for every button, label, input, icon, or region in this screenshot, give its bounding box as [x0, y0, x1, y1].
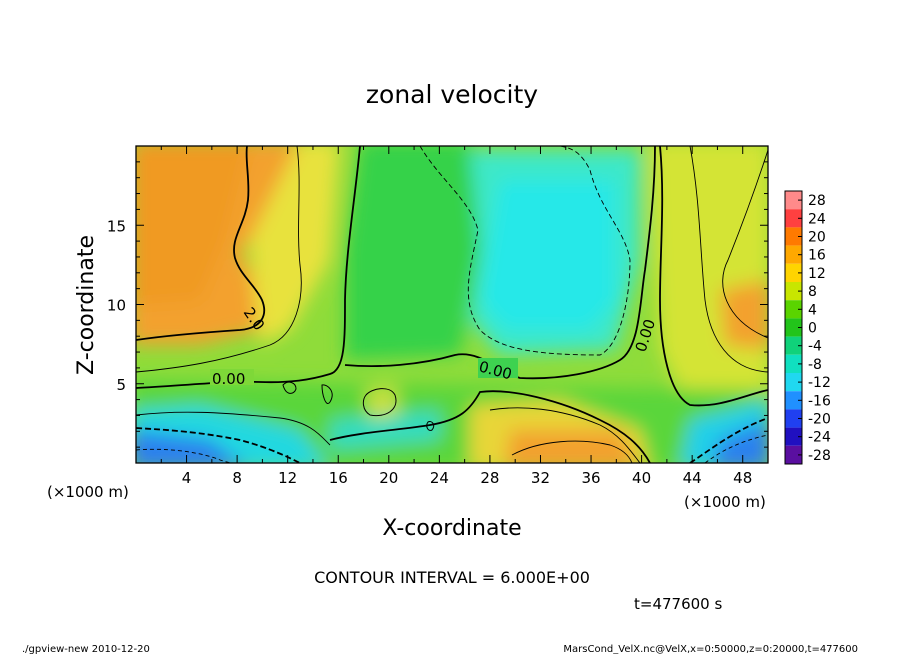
- colorbar-label-0: 28: [808, 193, 826, 209]
- contour-blob-small: [426, 421, 435, 431]
- contour-thin-left: [136, 146, 302, 373]
- contour-lines: [136, 146, 768, 463]
- colorbar-swatch-13: [785, 427, 802, 446]
- x-tick-label-10: 44: [683, 469, 702, 487]
- colorbar-label-13: -24: [808, 430, 831, 446]
- colorbar-label-8: -4: [808, 339, 822, 355]
- x-tick-label-9: 40: [632, 469, 651, 487]
- x-tick-label-1: 8: [232, 469, 242, 487]
- field-region-cyan-core: [480, 180, 615, 330]
- footer-right: MarsCond_VelX.nc@VelX,x=0:50000,z=0:2000…: [563, 644, 858, 654]
- colorbar-label-5: 8: [808, 284, 817, 300]
- x-tick-label-5: 24: [430, 469, 449, 487]
- contour-blob-left: [362, 388, 397, 417]
- contour-dashed-bottom-right-inner: [704, 434, 768, 463]
- x-axis-ticks: 4 8 12 16 20 24 28 32 36 40 44 48: [160, 146, 752, 487]
- colorbar-label-9: -8: [808, 357, 822, 373]
- contour-thin-lower: [489, 407, 641, 463]
- x-tick-label-0: 4: [182, 469, 192, 487]
- contour-dashed-bottom-right: [689, 417, 768, 463]
- colorbar-swatch-9: [785, 354, 802, 373]
- y-tick-label-1: 10: [107, 297, 126, 315]
- y-axis-label: Z-coordinate: [74, 235, 99, 375]
- colorbar-label-12: -20: [808, 412, 831, 428]
- velocity-field: [136, 146, 768, 463]
- field-region-blue-bottom-right: [712, 420, 768, 463]
- field-region-blue-bottom-left: [136, 430, 241, 463]
- colorbar-swatch-14: [785, 445, 802, 464]
- colorbar-swatch-11: [785, 391, 802, 410]
- contour-dashed-bottom-left: [136, 427, 301, 463]
- colorbar-swatch-6: [785, 300, 802, 319]
- colorbar-swatch-7: [785, 318, 802, 337]
- x-tick-label-7: 32: [531, 469, 550, 487]
- colorbar-swatch-0: [785, 191, 802, 210]
- field-region-warm-bottom: [505, 430, 637, 463]
- x-tick-label-4: 20: [379, 469, 398, 487]
- colorbar-swatch-12: [785, 409, 802, 428]
- chart-title: zonal velocity: [366, 80, 538, 109]
- contour-blob-tiny: [282, 381, 297, 394]
- x-axis-label: X-coordinate: [382, 516, 521, 541]
- colorbar-label-3: 16: [808, 248, 826, 264]
- contour-blob-tiny-2: [321, 384, 333, 404]
- colorbar-swatch-5: [785, 282, 802, 301]
- colorbar-swatch-4: [785, 263, 802, 282]
- x-tick-label-11: 48: [733, 469, 752, 487]
- field-region-yellow-left: [250, 146, 340, 345]
- x-tick-label-2: 12: [278, 469, 297, 487]
- y-tick-label-0: 5: [116, 376, 126, 394]
- contour-thin-bottom-center: [511, 440, 633, 463]
- colorbar-label-1: 24: [808, 211, 826, 227]
- colorbar-label-10: -12: [808, 375, 831, 391]
- contour-interval: CONTOUR INTERVAL = 6.000E+00: [314, 568, 590, 587]
- colorbar-label-6: 4: [808, 302, 817, 318]
- contour-thin-right-outer: [722, 149, 768, 339]
- colorbar-swatch-2: [785, 227, 802, 246]
- colorbar-swatch-1: [785, 209, 802, 228]
- time-label: t=477600 s: [634, 595, 722, 613]
- contour-zero-left: [136, 146, 266, 341]
- plot-area: 2.0 0.00 0.00 0.00: [136, 146, 768, 463]
- colorbar-label-11: -16: [808, 393, 831, 409]
- x-unit-label-right: (×1000 m): [684, 493, 766, 511]
- x-tick-label-8: 36: [581, 469, 600, 487]
- colorbar-swatch-8: [785, 336, 802, 355]
- colorbar-swatch-3: [785, 245, 802, 264]
- colorbar-label-14: -28: [808, 448, 831, 464]
- colorbar-label-7: 0: [808, 321, 817, 337]
- contour-dashed-center: [419, 146, 631, 356]
- y-tick-label-2: 15: [107, 217, 126, 235]
- contour-thin-right: [689, 146, 768, 373]
- colorbar-label-2: 20: [808, 230, 826, 246]
- contour-zero-lower: [329, 390, 651, 463]
- x-tick-label-6: 28: [480, 469, 499, 487]
- contour-label-bg-2: [210, 369, 254, 385]
- field-region-green-center: [345, 146, 480, 360]
- colorbar: 28 24 20 16 12 8 4 0 -4 -8 -12 -16 -20 -24 -28: [784, 190, 831, 465]
- y-axis-ticks: 5 10 15: [107, 161, 768, 448]
- contour-label-2: 0.00: [212, 370, 245, 388]
- colorbar-swatch-10: [785, 373, 802, 392]
- x-unit-label-left: (×1000 m): [47, 483, 129, 501]
- colorbar-label-4: 12: [808, 266, 826, 282]
- footer-left: ./gpview-new 2010-12-20: [22, 644, 150, 654]
- contour-zero-right: [659, 146, 768, 407]
- field-region-warm-left-core: [136, 146, 249, 305]
- contour-zero-center: [344, 146, 656, 380]
- contour-thin-bottom-left: [136, 411, 331, 446]
- field-region-warm-right: [720, 280, 768, 350]
- x-tick-label-3: 16: [329, 469, 348, 487]
- contour-label-bg-3: [478, 358, 518, 378]
